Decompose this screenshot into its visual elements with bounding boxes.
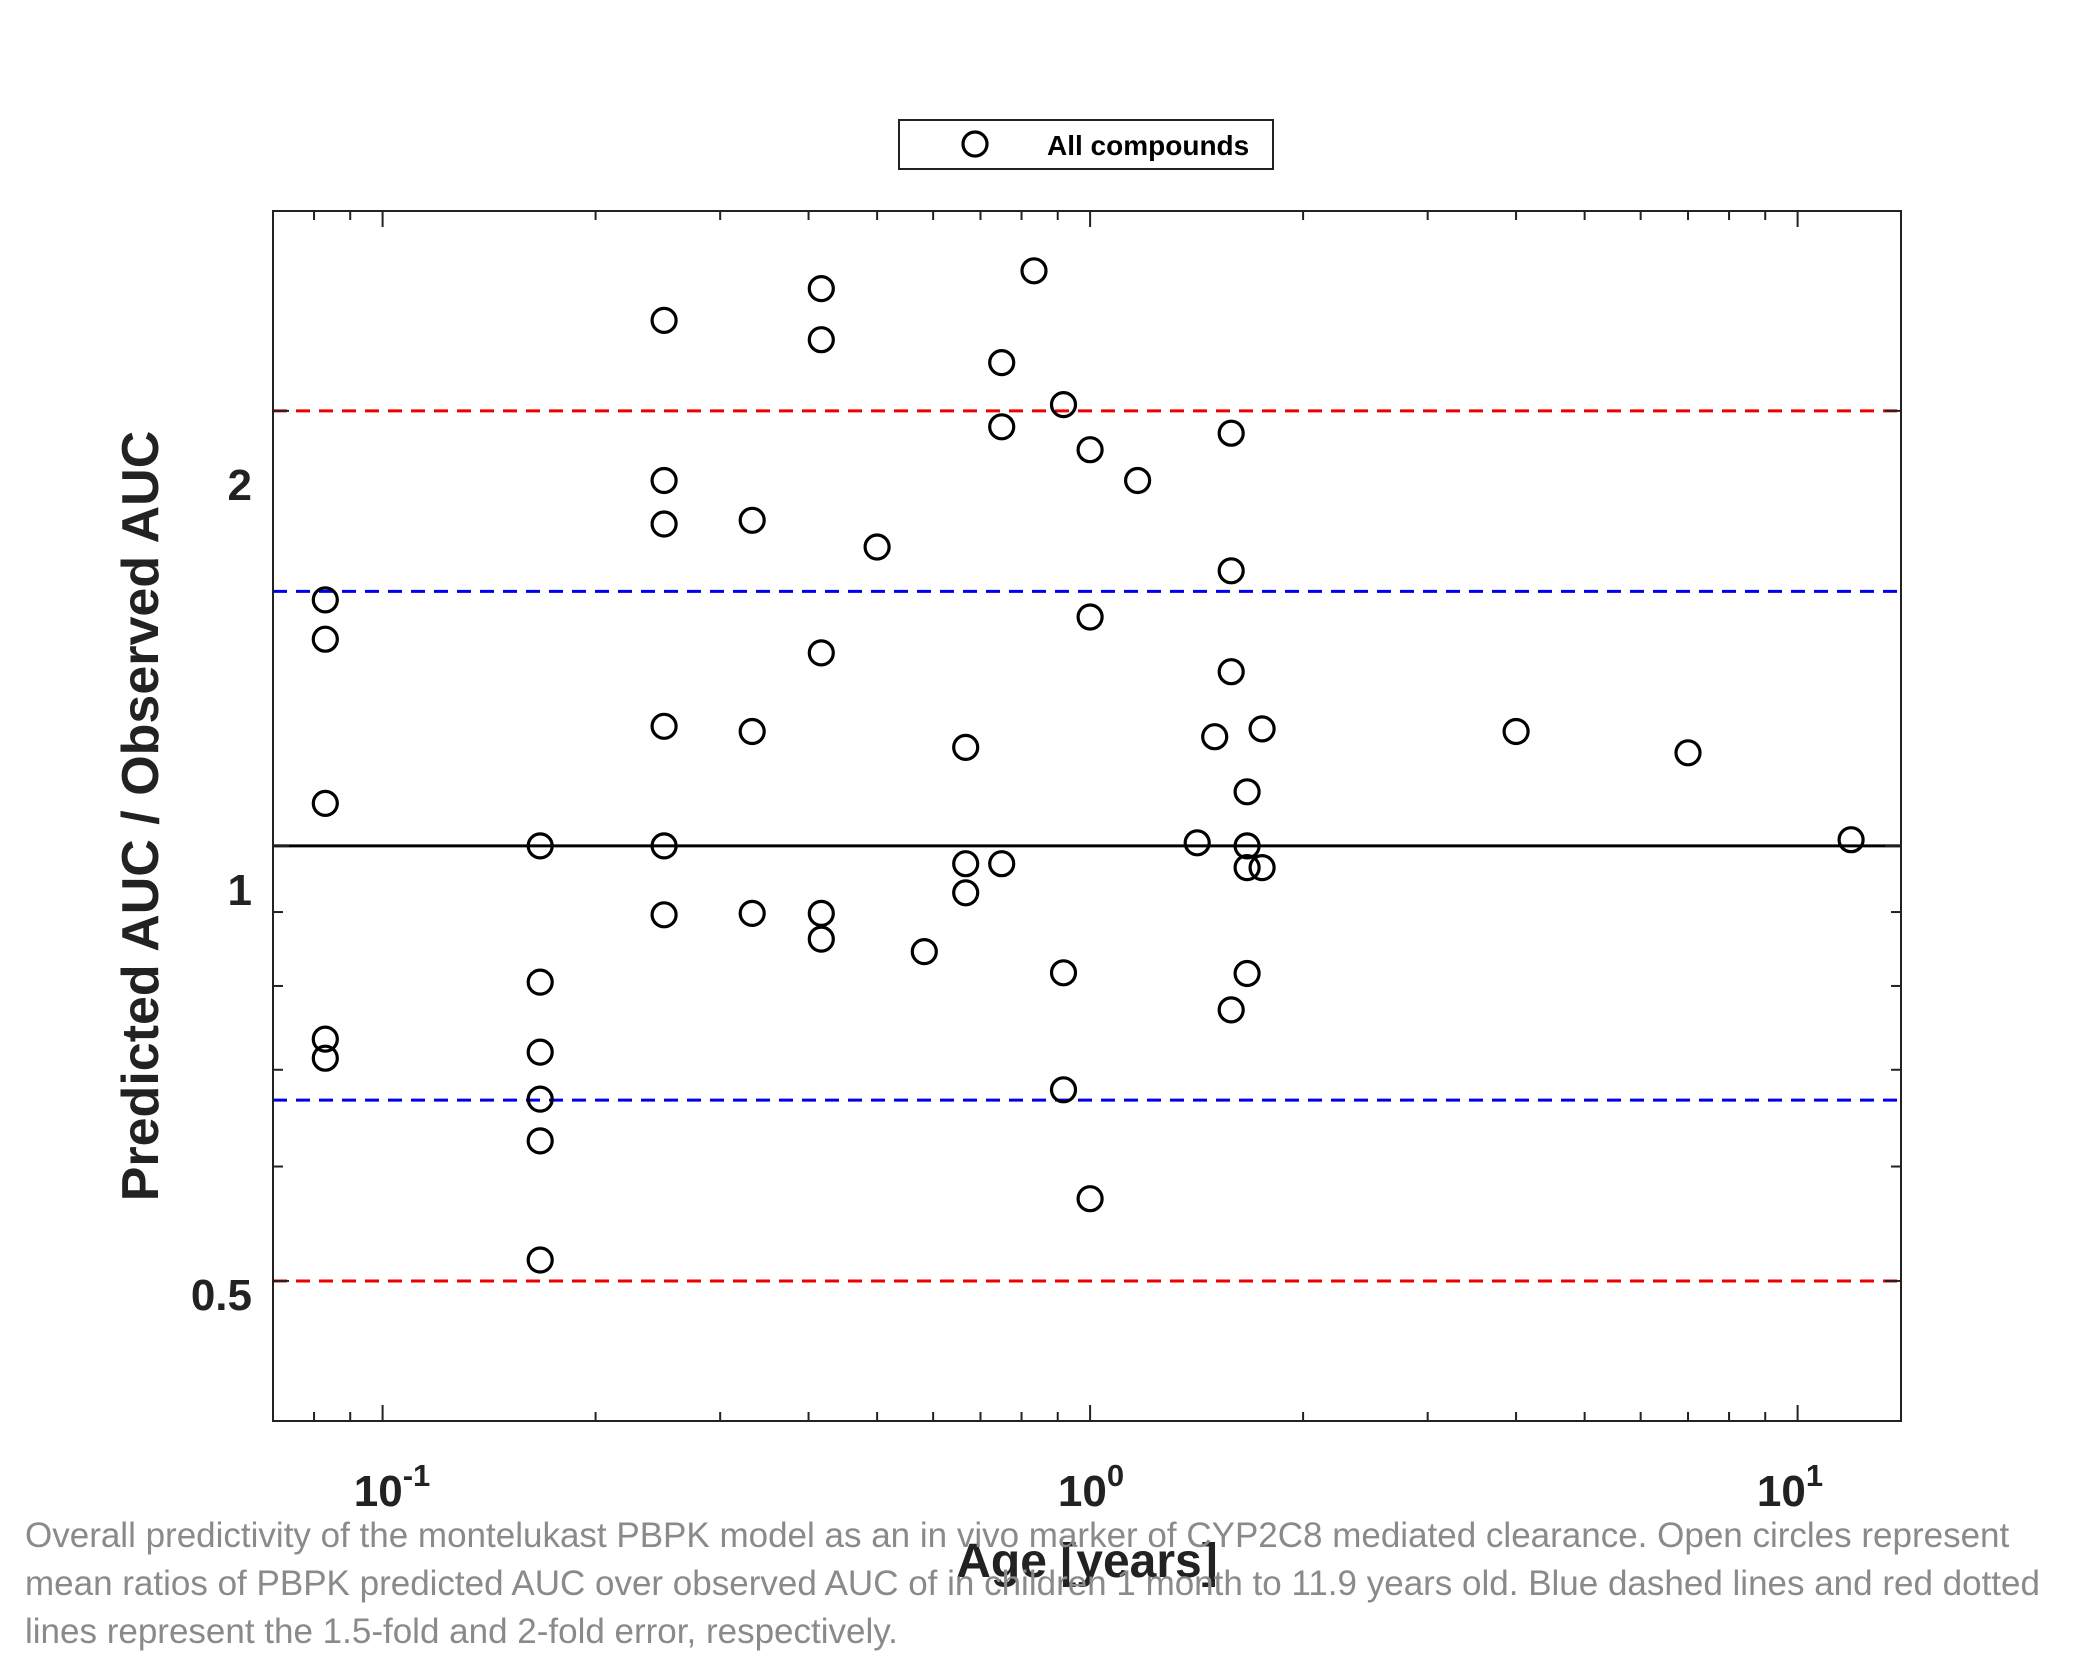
data-point [952, 879, 980, 907]
data-point [650, 832, 678, 860]
data-points [311, 257, 1865, 1274]
y-axis-title: Predicted AUC / Observed AUC [112, 431, 170, 1202]
plot-area [273, 211, 1901, 1421]
figure-caption: Overall predictivity of the montelukast … [25, 1516, 2040, 1651]
data-point [650, 712, 678, 740]
data-point [1217, 996, 1245, 1024]
x-tick-label: 101 [1757, 1458, 1823, 1516]
x-tick-labels: 10-1 100 101 [354, 1458, 1823, 1516]
data-point [1217, 419, 1245, 447]
data-point [526, 1246, 554, 1274]
data-point [1674, 739, 1702, 767]
y-tick-label: 1 [228, 866, 252, 915]
x-tick-label: 100 [1058, 1458, 1124, 1516]
data-point [738, 717, 766, 746]
data-point [1049, 391, 1078, 419]
data-point [650, 466, 678, 495]
data-point [1020, 257, 1048, 285]
data-point [526, 1085, 554, 1113]
data-point [738, 506, 766, 534]
x-tick-label: 10-1 [354, 1458, 431, 1516]
data-point [311, 586, 339, 614]
data-point [1076, 603, 1104, 631]
legend-marker-icon [961, 130, 989, 158]
data-point [1049, 959, 1078, 987]
data-point [1502, 717, 1530, 746]
data-point [1217, 658, 1245, 686]
data-point [1076, 1185, 1104, 1213]
data-point [952, 850, 980, 878]
axis-ticks [272, 211, 1901, 1422]
data-point [952, 733, 980, 762]
data-point [1201, 723, 1229, 751]
data-point [650, 901, 678, 929]
data-point [311, 1025, 339, 1053]
data-point [1217, 557, 1245, 585]
data-point [1049, 1076, 1078, 1104]
data-point [807, 275, 835, 303]
y-tick-label: 0.5 [191, 1271, 252, 1320]
data-point [1233, 832, 1261, 860]
data-point [1123, 466, 1152, 495]
legend-label: All compounds [1047, 130, 1249, 161]
data-point [1248, 853, 1276, 882]
data-point [311, 625, 339, 653]
data-point [807, 326, 835, 354]
x-axis-title: Age [years] [956, 1535, 1217, 1588]
data-point [526, 1038, 554, 1066]
data-point [988, 850, 1016, 878]
y-tick-labels: 0.5 1 2 [191, 461, 252, 1320]
data-point [526, 968, 554, 996]
legend: All compounds [898, 119, 1274, 170]
legend-box [898, 119, 1274, 170]
data-point [807, 925, 835, 953]
data-point [1076, 436, 1104, 464]
data-point [650, 306, 678, 334]
data-point [807, 899, 835, 928]
data-point [738, 899, 766, 928]
data-point [1233, 778, 1261, 806]
data-point [1183, 829, 1211, 857]
data-point [1233, 853, 1261, 882]
data-point [988, 349, 1016, 377]
data-point [807, 639, 835, 667]
data-point [526, 832, 554, 860]
reference-lines [273, 409, 1901, 1283]
data-point [311, 789, 339, 818]
data-point [863, 533, 891, 561]
y-tick-label: 2 [228, 461, 252, 510]
data-point [910, 937, 938, 966]
data-point [1248, 715, 1276, 743]
data-point [1233, 959, 1261, 988]
data-point [988, 413, 1016, 441]
plot-frame [272, 210, 1902, 1422]
data-point [311, 1044, 339, 1072]
data-point [650, 510, 678, 538]
data-point [526, 1127, 554, 1155]
data-point [1837, 826, 1865, 854]
